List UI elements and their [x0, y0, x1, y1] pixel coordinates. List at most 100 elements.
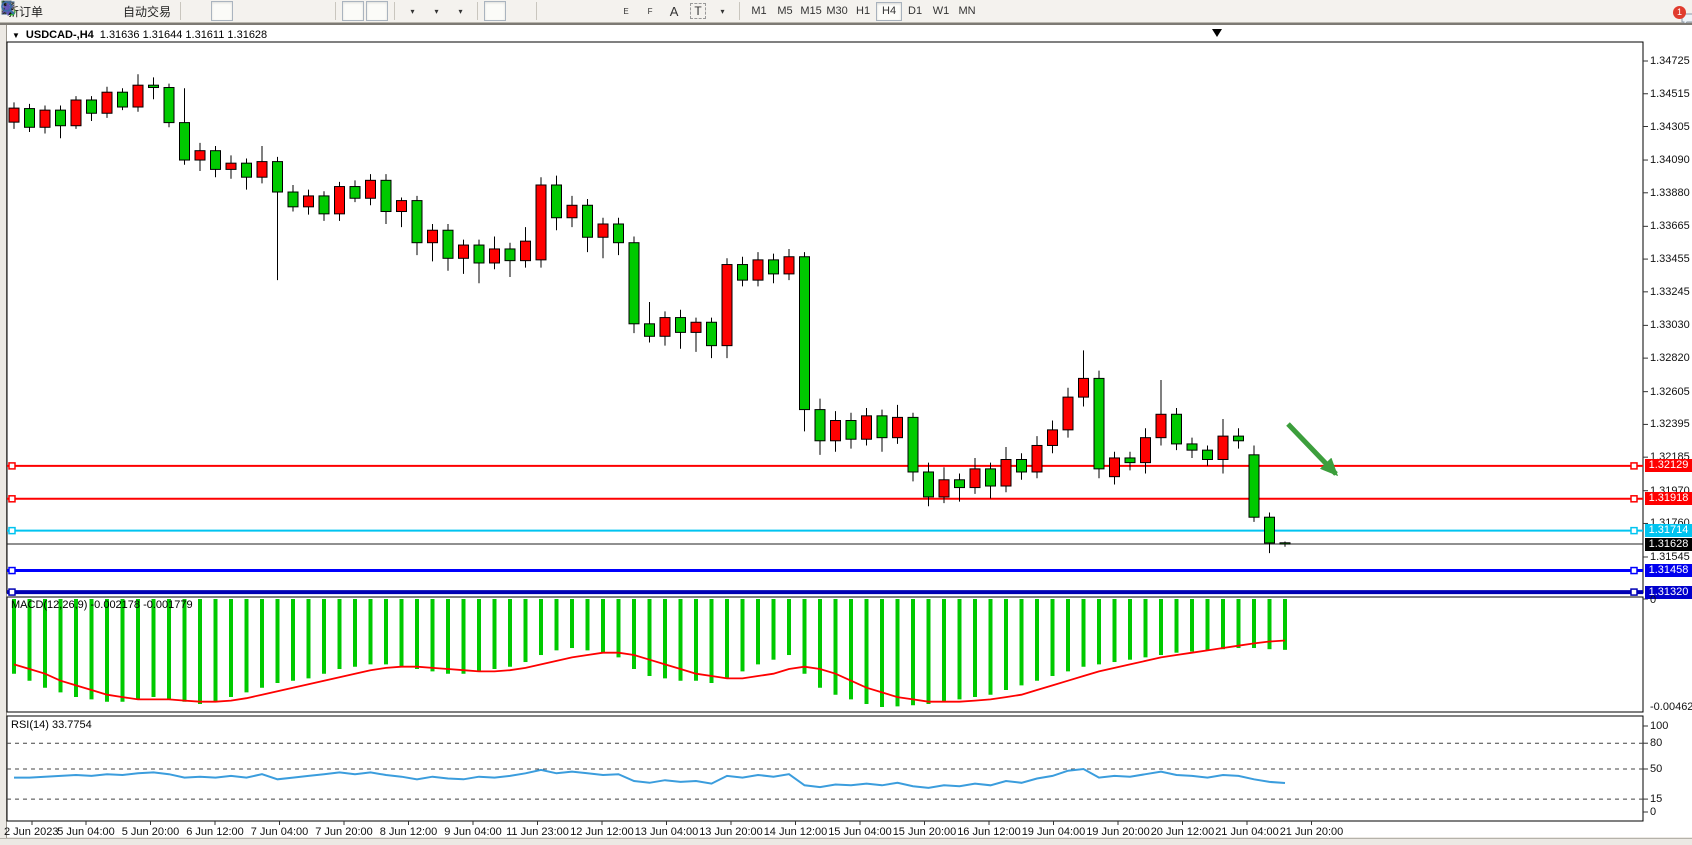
timeframe-group: M1 M5 M15 M30 H1 H4 D1 W1 MN [746, 1, 980, 21]
level-handle[interactable] [1630, 495, 1638, 503]
timeframe-button-W1[interactable]: W1 [932, 5, 950, 17]
candle [628, 242, 640, 325]
level-handle[interactable] [1630, 588, 1638, 596]
candle [799, 256, 810, 411]
candle [613, 223, 624, 244]
candle [814, 409, 826, 442]
timeframe-button-MN[interactable]: MN [958, 5, 976, 17]
level-handle[interactable] [1630, 462, 1638, 470]
candle [861, 415, 872, 440]
candle [272, 161, 283, 193]
level-handle[interactable] [1630, 526, 1638, 535]
timeframe-button-M15[interactable]: M15 [800, 5, 822, 17]
level-handle[interactable] [8, 495, 16, 503]
symbol-period-label: USDCAD-,H4 [25, 29, 94, 41]
channel-letter: E [623, 6, 629, 16]
search-icon[interactable] [0, 0, 16, 16]
annotation-arrow[interactable] [1286, 422, 1339, 477]
candle [907, 416, 919, 473]
chart-shift-marker[interactable] [1212, 29, 1222, 37]
candle [752, 259, 764, 281]
candle [148, 84, 159, 89]
candle [256, 161, 268, 178]
candle [179, 122, 190, 161]
candle [1078, 377, 1089, 398]
candle [1171, 413, 1182, 445]
timeframe-button-M30[interactable]: M30 [826, 5, 848, 17]
timeframe-button-M5[interactable]: M5 [777, 5, 793, 17]
timeframe-button-D1[interactable]: D1 [908, 5, 923, 17]
main-chart-panel[interactable] [6, 41, 1644, 594]
candle [721, 264, 733, 347]
dropdown-caret-icon: ▾ [410, 6, 415, 16]
candle [55, 109, 66, 127]
candle [582, 204, 593, 238]
text-tool-button[interactable]: A [663, 1, 685, 21]
fibonacci-letter: F [647, 6, 653, 16]
candle [1016, 459, 1027, 473]
dropdown-caret-icon: ▾ [434, 6, 439, 16]
candle [163, 87, 175, 124]
candle [659, 317, 671, 337]
macd-signal-line [13, 639, 1286, 703]
toolbar-separator [477, 2, 479, 20]
candle [86, 99, 97, 114]
candle [690, 321, 702, 333]
candle [1124, 457, 1136, 464]
candle [737, 264, 748, 281]
timeframe-button-M1[interactable]: M1 [751, 5, 767, 17]
candle [287, 191, 299, 208]
timeframe-button-H4[interactable]: H4 [876, 1, 903, 21]
dropdown-caret-icon: ▾ [720, 6, 725, 16]
candle [1217, 435, 1229, 461]
rsi-line [14, 767, 1286, 789]
candle [101, 91, 113, 114]
text-label-tool-button[interactable]: T [687, 1, 709, 21]
candle [985, 468, 996, 487]
candle [1186, 443, 1198, 451]
candle [194, 150, 206, 161]
toolbar-separator [394, 2, 396, 20]
candle [1279, 542, 1291, 545]
toolbar-separator [536, 2, 538, 20]
candle [458, 244, 469, 259]
candle [892, 416, 903, 439]
autotrading-label: 自动交易 [123, 4, 172, 19]
arrows-tool-button[interactable]: ▾ [2, 1, 733, 21]
candle [489, 248, 500, 264]
level-handle[interactable] [1630, 566, 1638, 575]
shapes-icon [2, 2, 14, 16]
candle [442, 229, 454, 259]
candle [380, 179, 392, 213]
new-order-label: 新订单 [7, 4, 44, 19]
chart-header: ▼ USDCAD-,H4 1.31636 1.31644 1.31611 1.3… [12, 28, 267, 42]
candle [938, 479, 950, 498]
cursor-tool-button[interactable] [3, 0, 507, 21]
level-handle[interactable] [8, 566, 16, 575]
candle [411, 200, 423, 244]
level-handle[interactable] [8, 588, 16, 596]
dropdown-caret-icon: ▾ [458, 6, 463, 16]
collapse-icon[interactable]: ▼ [12, 30, 20, 40]
macd-panel[interactable] [6, 596, 1644, 713]
candle [1093, 377, 1105, 470]
candle [675, 317, 686, 333]
candle [132, 84, 144, 108]
candle [396, 200, 407, 213]
candle [210, 150, 221, 170]
level-handle[interactable] [8, 462, 16, 470]
level-handle[interactable] [8, 526, 16, 535]
candle [1140, 437, 1151, 464]
toolbar-separator [335, 2, 337, 20]
text-tool-icon: A [669, 3, 679, 19]
candle [969, 468, 981, 489]
candle [318, 195, 330, 215]
candle [1031, 444, 1043, 473]
timeframe-button-H1[interactable]: H1 [856, 5, 871, 17]
candle [427, 229, 438, 244]
candle [303, 195, 314, 208]
candle [1109, 457, 1120, 478]
candle [644, 323, 655, 337]
